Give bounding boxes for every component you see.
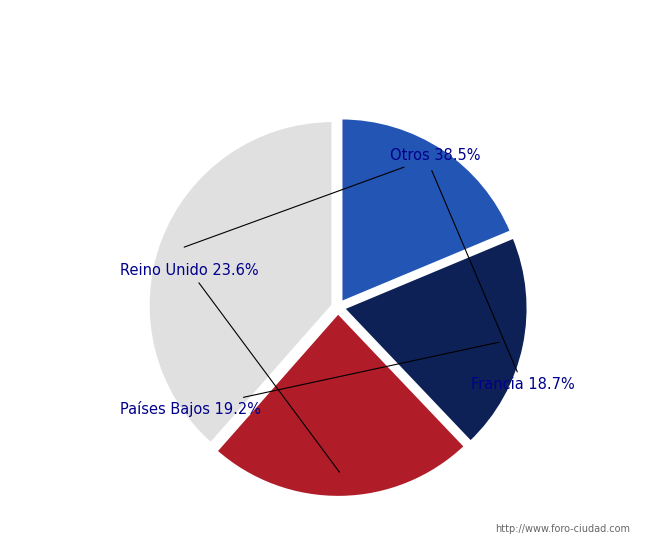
Wedge shape [343,237,528,442]
Text: Otros 38.5%: Otros 38.5% [184,148,480,247]
Text: Reino Unido 23.6%: Reino Unido 23.6% [120,263,339,472]
Text: http://www.foro-ciudad.com: http://www.foro-ciudad.com [495,524,630,534]
Text: Benigànim - Turistas extranjeros según país - Abril de 2024: Benigànim - Turistas extranjeros según p… [57,21,593,37]
Wedge shape [148,121,333,444]
Wedge shape [341,118,512,302]
Text: Francia 18.7%: Francia 18.7% [432,170,575,392]
Text: Países Bajos 19.2%: Países Bajos 19.2% [120,342,499,417]
Wedge shape [216,313,465,497]
